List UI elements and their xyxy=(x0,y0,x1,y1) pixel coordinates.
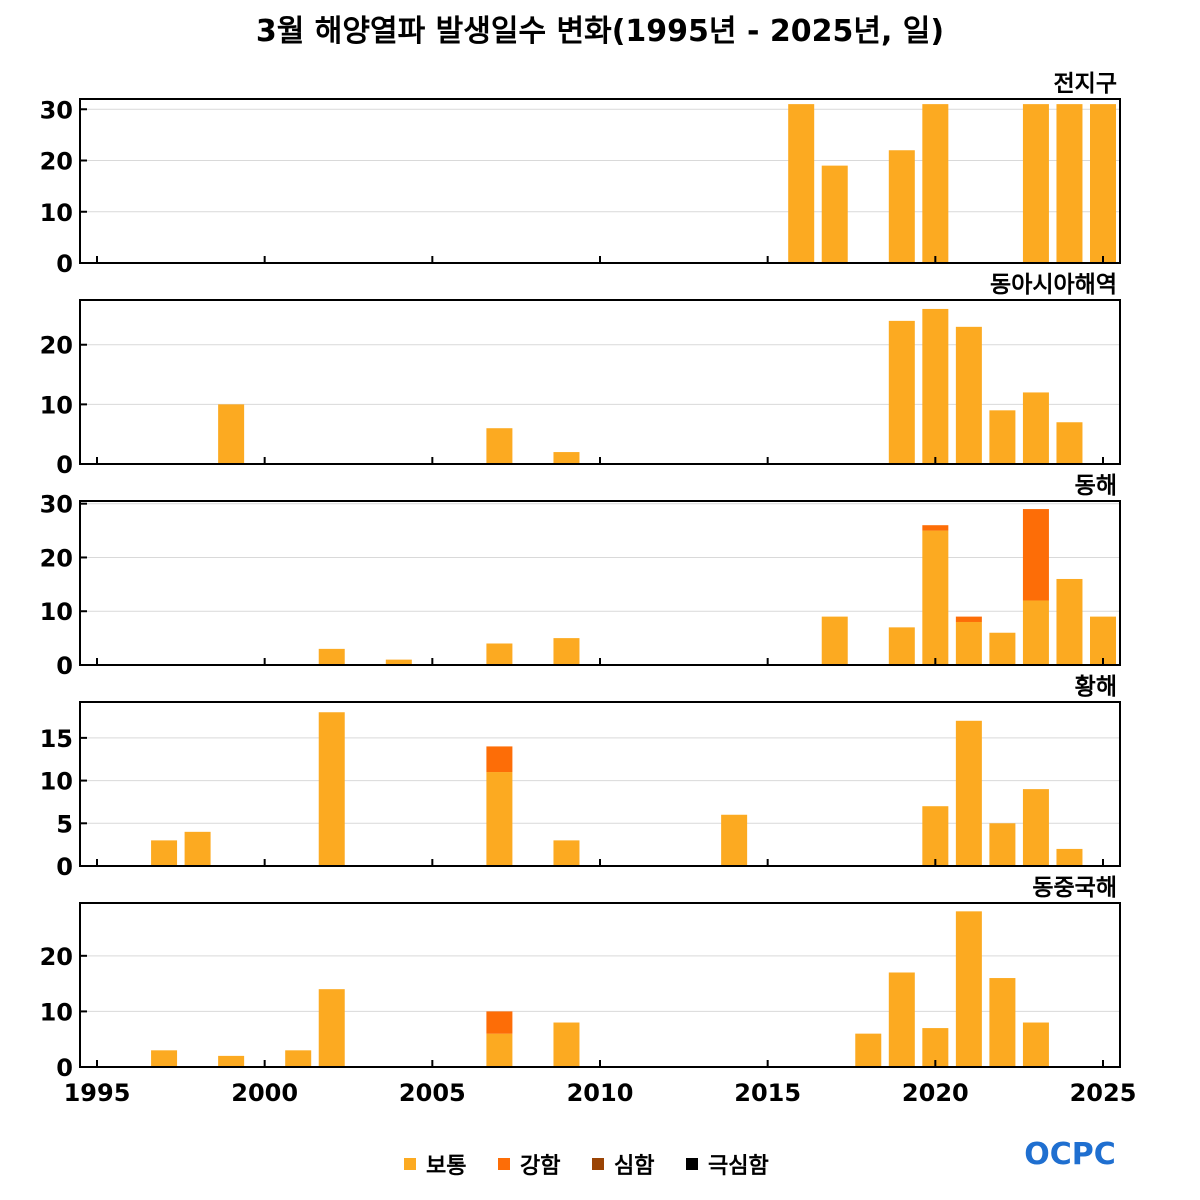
y-tick-label-2-1: 10 xyxy=(40,598,73,626)
bar-동해-2022-보통 xyxy=(989,632,1016,665)
region-label-2: 동해 xyxy=(1075,473,1117,499)
bar-황해-2002-보통 xyxy=(318,712,345,866)
ocpc-logo: OCPC xyxy=(1024,1137,1116,1172)
bar-동아시아해역-2020-보통 xyxy=(922,308,949,464)
bar-황해-2014-보통 xyxy=(721,814,748,866)
bar-동중국해-1999-보통 xyxy=(218,1055,245,1067)
bar-황해-2022-보통 xyxy=(989,823,1016,866)
bar-동아시아해역-2024-보통 xyxy=(1056,422,1083,464)
bar-동아시아해역-2023-보통 xyxy=(1022,392,1049,464)
y-tick-label-0-3: 30 xyxy=(40,96,73,124)
bar-동해-2023-강함 xyxy=(1022,509,1049,601)
bar-동해-2019-보통 xyxy=(888,627,915,665)
bar-동아시아해역-2022-보통 xyxy=(989,410,1016,464)
bar-동중국해-2007-강함 xyxy=(486,1011,513,1034)
y-tick-label-4-0: 0 xyxy=(56,1054,73,1082)
y-tick-label-2-0: 0 xyxy=(56,652,73,680)
legend-label-1: 강함 xyxy=(520,1154,560,1179)
y-tick-label-3-0: 0 xyxy=(56,853,73,881)
x-tick-label-3: 2010 xyxy=(567,1079,634,1107)
bar-동중국해-2002-보통 xyxy=(318,989,345,1067)
y-tick-label-0-1: 10 xyxy=(40,199,73,227)
bar-황해-2024-보통 xyxy=(1056,848,1083,866)
y-tick-label-3-1: 5 xyxy=(56,810,73,838)
y-tick-label-3-2: 10 xyxy=(40,768,73,796)
legend-label-2: 심함 xyxy=(614,1154,654,1179)
bar-전지구-2019-보통 xyxy=(888,150,915,263)
bar-동아시아해역-2009-보통 xyxy=(553,452,580,464)
region-label-3: 황해 xyxy=(1075,674,1117,700)
plot-frame-0 xyxy=(79,98,1121,264)
x-tick-label-6: 2025 xyxy=(1070,1079,1137,1107)
region-label-1: 동아시아해역 xyxy=(990,272,1117,298)
bar-동해-2009-보통 xyxy=(553,638,580,665)
x-tick-label-2: 2005 xyxy=(399,1079,466,1107)
bar-전지구-2023-보통 xyxy=(1022,104,1049,263)
bar-황해-1998-보통 xyxy=(184,831,211,866)
y-tick-label-4-2: 20 xyxy=(40,943,73,971)
bar-동해-2020-강함 xyxy=(922,525,949,531)
legend-label-0: 보통 xyxy=(426,1154,466,1179)
x-tick-label-5: 2020 xyxy=(902,1079,969,1107)
bar-동해-2017-보통 xyxy=(821,616,848,665)
bar-황해-1997-보통 xyxy=(151,840,178,866)
bar-동아시아해역-2021-보통 xyxy=(955,326,982,464)
y-tick-label-1-0: 0 xyxy=(56,451,73,479)
x-tick-label-0: 1995 xyxy=(64,1079,131,1107)
x-tick-label-4: 2015 xyxy=(734,1079,801,1107)
bar-동해-2021-보통 xyxy=(955,621,982,665)
bar-동해-2007-보통 xyxy=(486,643,513,665)
bar-동해-2004-보통 xyxy=(385,659,412,665)
bar-황해-2020-보통 xyxy=(922,806,949,866)
bar-동해-2025-보통 xyxy=(1090,616,1116,665)
legend-label-3: 극심함 xyxy=(708,1154,769,1179)
bar-동해-2024-보통 xyxy=(1056,578,1083,665)
bar-황해-2007-강함 xyxy=(486,746,513,773)
bar-동아시아해역-2019-보통 xyxy=(888,320,915,464)
bar-동해-2020-보통 xyxy=(922,530,949,665)
bar-전지구-2020-보통 xyxy=(922,104,949,263)
bar-전지구-2025-보통 xyxy=(1090,104,1116,263)
bar-동중국해-1997-보통 xyxy=(151,1050,178,1067)
bar-동중국해-2023-보통 xyxy=(1022,1022,1049,1067)
bar-동중국해-2007-보통 xyxy=(486,1033,513,1067)
bar-동해-2023-보통 xyxy=(1022,600,1049,665)
y-tick-label-4-1: 10 xyxy=(40,998,73,1026)
y-tick-label-3-3: 15 xyxy=(40,725,73,753)
y-tick-label-2-2: 20 xyxy=(40,544,73,572)
bar-황해-2009-보통 xyxy=(553,840,580,866)
bar-전지구-2017-보통 xyxy=(821,165,848,263)
bar-동아시아해역-2007-보통 xyxy=(486,428,513,464)
bar-동중국해-2009-보통 xyxy=(553,1022,580,1067)
bar-동중국해-2001-보통 xyxy=(285,1050,312,1067)
region-label-4: 동중국해 xyxy=(1032,875,1117,901)
bar-황해-2023-보통 xyxy=(1022,789,1049,866)
chart-title: 3월 해양열파 발생일수 변화(1995년 - 2025년, 일) xyxy=(255,14,945,49)
legend-swatch-1 xyxy=(498,1158,510,1170)
legend-swatch-0 xyxy=(404,1158,416,1170)
bar-동해-2002-보통 xyxy=(318,648,345,665)
bar-황해-2021-보통 xyxy=(955,720,982,866)
y-tick-label-2-3: 30 xyxy=(40,491,73,519)
bar-동중국해-2022-보통 xyxy=(989,978,1016,1067)
bar-동중국해-2021-보통 xyxy=(955,911,982,1067)
bar-동중국해-2018-보통 xyxy=(855,1033,882,1067)
bar-황해-2007-보통 xyxy=(486,772,513,866)
x-tick-label-1: 2000 xyxy=(231,1079,298,1107)
bar-동해-2021-강함 xyxy=(955,616,982,622)
bar-전지구-2016-보통 xyxy=(788,104,815,263)
legend-swatch-2 xyxy=(592,1158,604,1170)
y-tick-label-1-1: 10 xyxy=(40,391,73,419)
y-tick-label-0-0: 0 xyxy=(56,250,73,278)
y-tick-label-0-2: 20 xyxy=(40,148,73,176)
bar-전지구-2024-보통 xyxy=(1056,104,1083,263)
legend-swatch-3 xyxy=(686,1158,698,1170)
region-label-0: 전지구 xyxy=(1054,71,1117,97)
y-tick-label-1-2: 20 xyxy=(40,332,73,360)
bar-동중국해-2019-보통 xyxy=(888,972,915,1067)
bar-동아시아해역-1999-보통 xyxy=(218,404,245,464)
